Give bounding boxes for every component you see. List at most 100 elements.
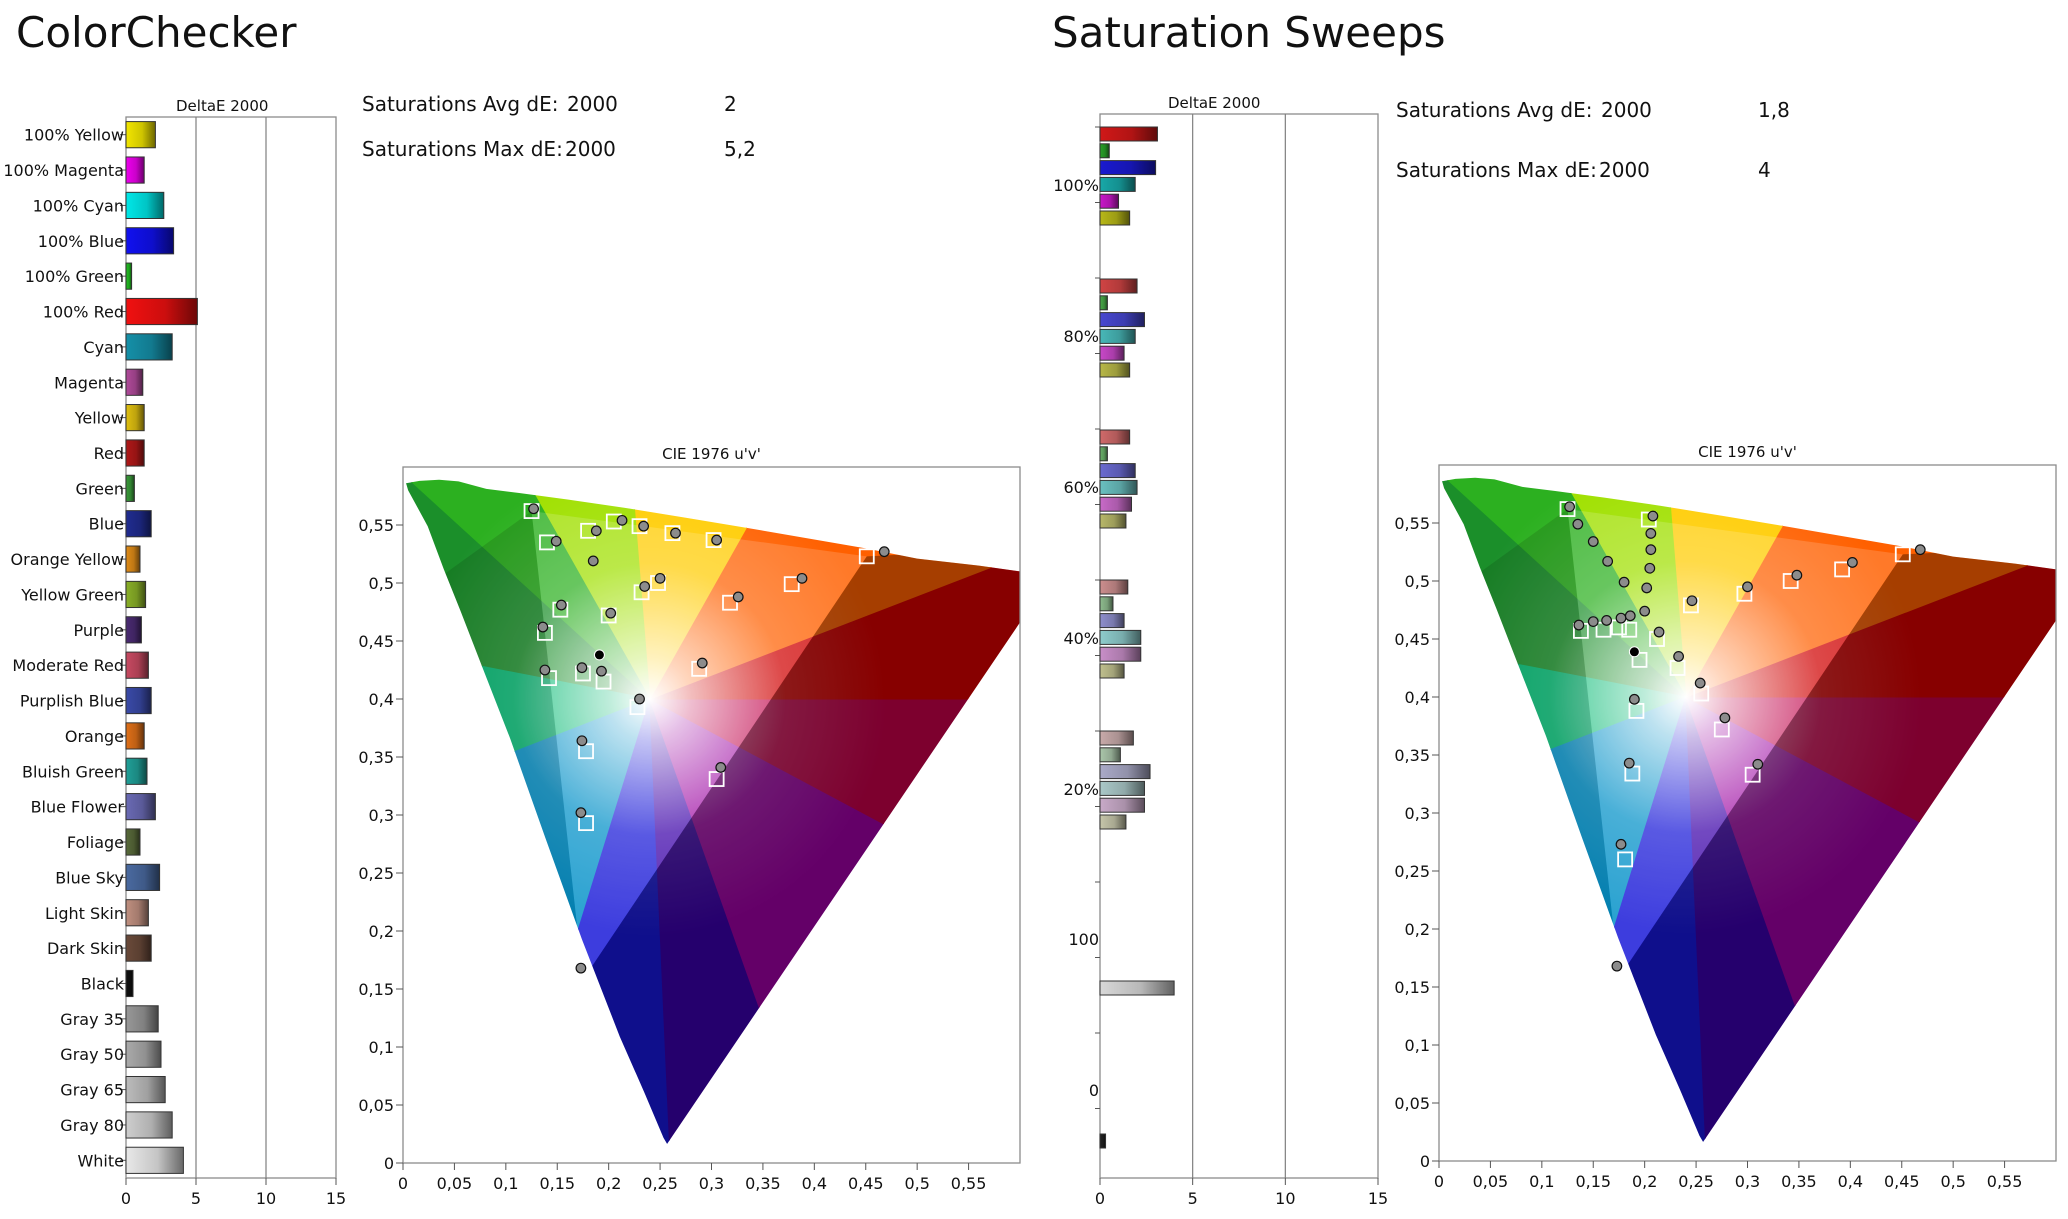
x-tick-label: 0,35 <box>1781 1172 1817 1191</box>
bar <box>1099 596 1114 612</box>
target-marker <box>1744 766 1761 783</box>
target-marker <box>722 594 738 611</box>
cie-chart-title: CIE 1976 u'v' <box>662 445 761 463</box>
measured-marker <box>587 555 599 567</box>
measured-marker <box>696 657 708 669</box>
bar <box>1099 579 1129 595</box>
x-tick-label: 0,55 <box>1987 1172 2023 1191</box>
measured-marker <box>1611 960 1623 972</box>
group-label: 80% <box>1063 327 1099 346</box>
y-tick-label: 0,4 <box>1405 688 1430 707</box>
category-label: Dark Skin <box>47 939 124 958</box>
y-tick-label: 0,05 <box>358 1096 394 1115</box>
bar <box>1099 362 1131 378</box>
category-label: Gray 35 <box>60 1010 124 1029</box>
bar <box>1099 646 1142 662</box>
bar <box>125 793 156 821</box>
x-tick-label: 0,2 <box>1632 1172 1657 1191</box>
x-tick-label: 0,5 <box>1940 1172 1965 1191</box>
measured-marker <box>732 591 744 603</box>
measured-marker <box>638 520 650 532</box>
stat-value: 4 <box>1758 158 1771 182</box>
bar <box>125 404 145 432</box>
bar <box>125 121 156 149</box>
y-tick-label: 0,5 <box>1405 572 1430 591</box>
x-tick-label: 10 <box>256 1189 276 1208</box>
x-tick-label: 0,15 <box>539 1174 575 1193</box>
bar <box>1099 780 1145 796</box>
category-label: 100% Red <box>43 303 124 322</box>
category-label: Blue Sky <box>55 868 124 887</box>
bar <box>125 722 145 750</box>
category-label: 100% Blue <box>38 232 124 251</box>
bar <box>125 333 173 361</box>
bar <box>1099 193 1120 209</box>
bar <box>125 227 175 255</box>
bar <box>1099 126 1158 142</box>
x-tick-label: 0,35 <box>745 1174 781 1193</box>
cc-cie-chart: CIE 1976 u'v' 0 0,05 0,1 0,15 0,2 0,25 0,3 0,35 0… <box>358 445 1021 1193</box>
category-label: Magenta <box>54 373 124 392</box>
x-tick-label: 0,15 <box>1575 1172 1611 1191</box>
category-label: Orange Yellow <box>11 550 124 569</box>
y-tick-label: 0,4 <box>369 690 394 709</box>
measured-marker <box>670 527 681 539</box>
x-tick-label: 0,45 <box>1884 1172 1920 1191</box>
x-tick-label: 0 <box>121 1189 131 1208</box>
bar <box>125 899 149 927</box>
y-tick-label: 0 <box>384 1154 394 1173</box>
bar <box>1099 1133 1107 1149</box>
category-label: Purple <box>73 621 124 640</box>
target-marker <box>1713 721 1730 738</box>
x-tick-label: 0,55 <box>951 1174 987 1193</box>
bar <box>1099 629 1142 645</box>
target-marker <box>708 771 725 787</box>
x-tick-label: 0,4 <box>802 1174 827 1193</box>
bar <box>125 262 133 290</box>
bar <box>125 191 165 220</box>
measured-marker <box>639 581 651 592</box>
category-label: Gray 65 <box>60 1081 124 1100</box>
saturation-sweeps-title: Saturation Sweeps <box>1052 8 1446 57</box>
measured-marker <box>1673 651 1685 662</box>
measured-marker <box>616 514 628 526</box>
bar <box>1099 797 1145 813</box>
target-marker <box>1621 621 1638 638</box>
bar <box>125 1005 159 1033</box>
bar-chart-title: DeltaE 2000 <box>1168 94 1260 112</box>
measured-marker <box>1602 555 1614 567</box>
measured-marker <box>634 693 645 705</box>
measured-marker <box>1639 605 1651 617</box>
measured-marker <box>878 546 890 558</box>
bar <box>1099 747 1121 763</box>
bar <box>125 1146 184 1174</box>
target-marker <box>858 548 875 565</box>
group-label: 0 <box>1089 1081 1099 1100</box>
cc-max-stat: Saturations Max dE: 2000 5,2 <box>362 137 782 163</box>
bar <box>1099 312 1145 328</box>
measured-marker <box>1573 619 1585 631</box>
category-label: 100% Magenta <box>3 161 124 180</box>
measured-marker <box>1587 616 1599 627</box>
bar <box>1099 496 1133 512</box>
measured-marker <box>654 572 666 584</box>
bar <box>125 297 198 326</box>
stat-label: Saturations Max dE: <box>1396 158 1597 182</box>
bar <box>125 934 152 962</box>
category-label: Blue <box>89 515 124 534</box>
bar <box>125 439 145 467</box>
measured-marker <box>1624 610 1636 622</box>
x-tick-label: 0,2 <box>596 1174 621 1193</box>
sw-cie-chart: CIE 1976 u'v' 0 0,05 0,1 0,15 0,2 0,25 0,3 0,35 0… <box>1394 443 2057 1191</box>
measured-marker <box>715 762 727 773</box>
colorchecker-bar-chart: DeltaE 2000 0 5 10 15 100% Yellow 100% Magenta… <box>3 97 346 1208</box>
target-marker <box>1611 969 1627 986</box>
category-label: Moderate Red <box>12 656 124 675</box>
y-tick-label: 0,2 <box>1405 920 1430 939</box>
bar <box>1099 463 1136 479</box>
bar <box>125 686 152 715</box>
target-marker <box>578 815 594 832</box>
y-tick-label: 0,2 <box>369 922 394 941</box>
category-label: Bluish Green <box>22 762 124 781</box>
measured-marker <box>796 572 808 584</box>
